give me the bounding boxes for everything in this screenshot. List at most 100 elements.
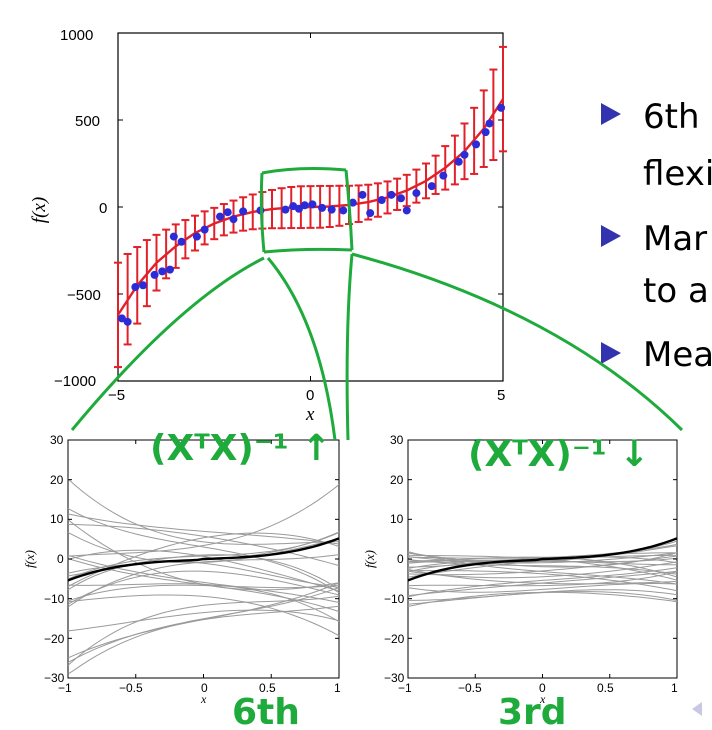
- sample-curve: [67, 605, 340, 675]
- data-point: [339, 206, 348, 215]
- data-point: [327, 205, 336, 214]
- right-ticks: [407, 439, 678, 679]
- sample-curve: [67, 594, 340, 637]
- sample-curve: [407, 558, 678, 575]
- right-ytick-20: 20: [390, 473, 404, 487]
- data-point: [396, 194, 405, 203]
- zoom-line-left-outer: [70, 256, 265, 431]
- main-ytick-500: 500: [75, 113, 100, 130]
- sample-curve: [67, 508, 340, 594]
- data-point: [300, 201, 309, 210]
- sample-curve: [407, 552, 678, 564]
- data-point: [454, 157, 463, 166]
- sample-curve: [67, 595, 340, 666]
- data-point: [402, 206, 411, 215]
- zoom-line-right-inner: [345, 253, 354, 441]
- bullet-marker-2: [601, 225, 621, 247]
- data-point: [117, 314, 126, 323]
- main-ticks: [117, 32, 504, 382]
- sample-curve: [407, 591, 678, 605]
- right-xtick-neg1: −1: [398, 681, 412, 695]
- data-point: [348, 198, 357, 207]
- main-xtick-5: 5: [497, 387, 505, 404]
- main-ytick-1000: 1000: [60, 27, 93, 44]
- sample-curve: [407, 571, 678, 587]
- bullet-3-line-1: Mea: [643, 335, 712, 375]
- bullet-list: 6th flexi Mar to a Mea: [601, 97, 712, 375]
- right-xtick-1: 1: [671, 681, 678, 695]
- sample-curve: [67, 584, 340, 602]
- data-point: [177, 237, 186, 246]
- right-sample-chart: 30 20 10 0 −10 −20 −30 −1 −0.5 0 0.5 1 x…: [362, 433, 678, 706]
- left-xtick-0: 0: [201, 681, 208, 695]
- main-ytick-0: 0: [99, 200, 107, 217]
- data-point: [200, 225, 209, 234]
- data-point: [139, 281, 148, 290]
- sample-curve: [407, 583, 678, 593]
- sample-curve: [67, 484, 340, 557]
- sample-curve: [67, 523, 340, 567]
- main-xtick-neg5: −5: [108, 387, 125, 404]
- bullet-2-line-1: Mar: [643, 219, 707, 259]
- zoom-line-right-outer: [351, 252, 684, 432]
- main-chart: 1000 500 0 −500 −1000 −5 0 5 x f(x): [29, 27, 507, 425]
- left-ytick-30: 30: [50, 433, 64, 447]
- sample-curve: [67, 587, 340, 663]
- left-order-label: 6th: [232, 692, 300, 730]
- left-xlabel: x: [200, 692, 207, 706]
- main-data-points: [117, 103, 506, 326]
- data-point: [387, 190, 396, 199]
- sample-curve: [407, 591, 678, 607]
- left-ytick-10: 10: [50, 512, 64, 526]
- data-point: [123, 317, 132, 326]
- data-point: [481, 128, 490, 137]
- right-xlabel: x: [539, 692, 546, 706]
- sample-curve: [67, 554, 340, 608]
- sample-curve: [67, 583, 340, 623]
- right-ytick-0: 0: [397, 552, 404, 566]
- left-xtick-neg1: −1: [58, 681, 72, 695]
- data-point: [281, 205, 290, 214]
- left-sample-chart: 30 20 10 0 −10 −20 −30 −1 −0.5 0 0.5 1 x…: [22, 433, 341, 706]
- data-point: [294, 204, 303, 213]
- left-xtick-neg05: −0.5: [119, 681, 143, 695]
- right-xtick-0: 0: [539, 681, 546, 695]
- right-ytick-neg30: −30: [384, 671, 405, 685]
- right-sample-curves: [407, 540, 678, 607]
- sample-curve: [67, 532, 340, 587]
- zoom-line-left-inner: [266, 257, 337, 441]
- main-xlabel: x: [305, 404, 315, 425]
- main-ylabel: f(x): [29, 197, 50, 223]
- left-ticks: [67, 439, 340, 679]
- sample-curve: [67, 582, 340, 659]
- zoom-box: [259, 167, 354, 254]
- data-point: [131, 283, 140, 292]
- left-mean-curve: [67, 537, 340, 582]
- nav-left-icon[interactable]: [692, 702, 702, 716]
- right-ylabel: f(x): [362, 550, 377, 568]
- main-xtick-0: 0: [306, 387, 314, 404]
- sample-curve: [67, 560, 340, 591]
- data-point: [223, 208, 232, 217]
- data-point: [169, 232, 178, 241]
- bullet-marker-1: [601, 103, 621, 125]
- main-ytick-neg500: −500: [67, 287, 101, 304]
- data-point: [377, 196, 386, 205]
- sample-curve: [67, 478, 340, 545]
- data-point: [165, 265, 174, 274]
- data-point: [439, 171, 448, 180]
- sample-curve: [67, 609, 340, 632]
- left-ytick-neg30: −30: [44, 671, 65, 685]
- data-point: [412, 189, 421, 198]
- sample-curve: [67, 570, 340, 605]
- right-ytick-10: 10: [390, 512, 404, 526]
- left-ytick-20: 20: [50, 473, 64, 487]
- sample-curve: [407, 567, 678, 598]
- bullet-1-line-2: flexi: [643, 154, 712, 194]
- data-point: [460, 150, 469, 159]
- right-formula-annotation: (XᵀX)⁻¹ ↓: [468, 434, 649, 475]
- sample-curve: [407, 552, 678, 568]
- left-xtick-1: 1: [334, 681, 341, 695]
- left-ylabel: f(x): [22, 550, 37, 568]
- data-point: [318, 203, 327, 212]
